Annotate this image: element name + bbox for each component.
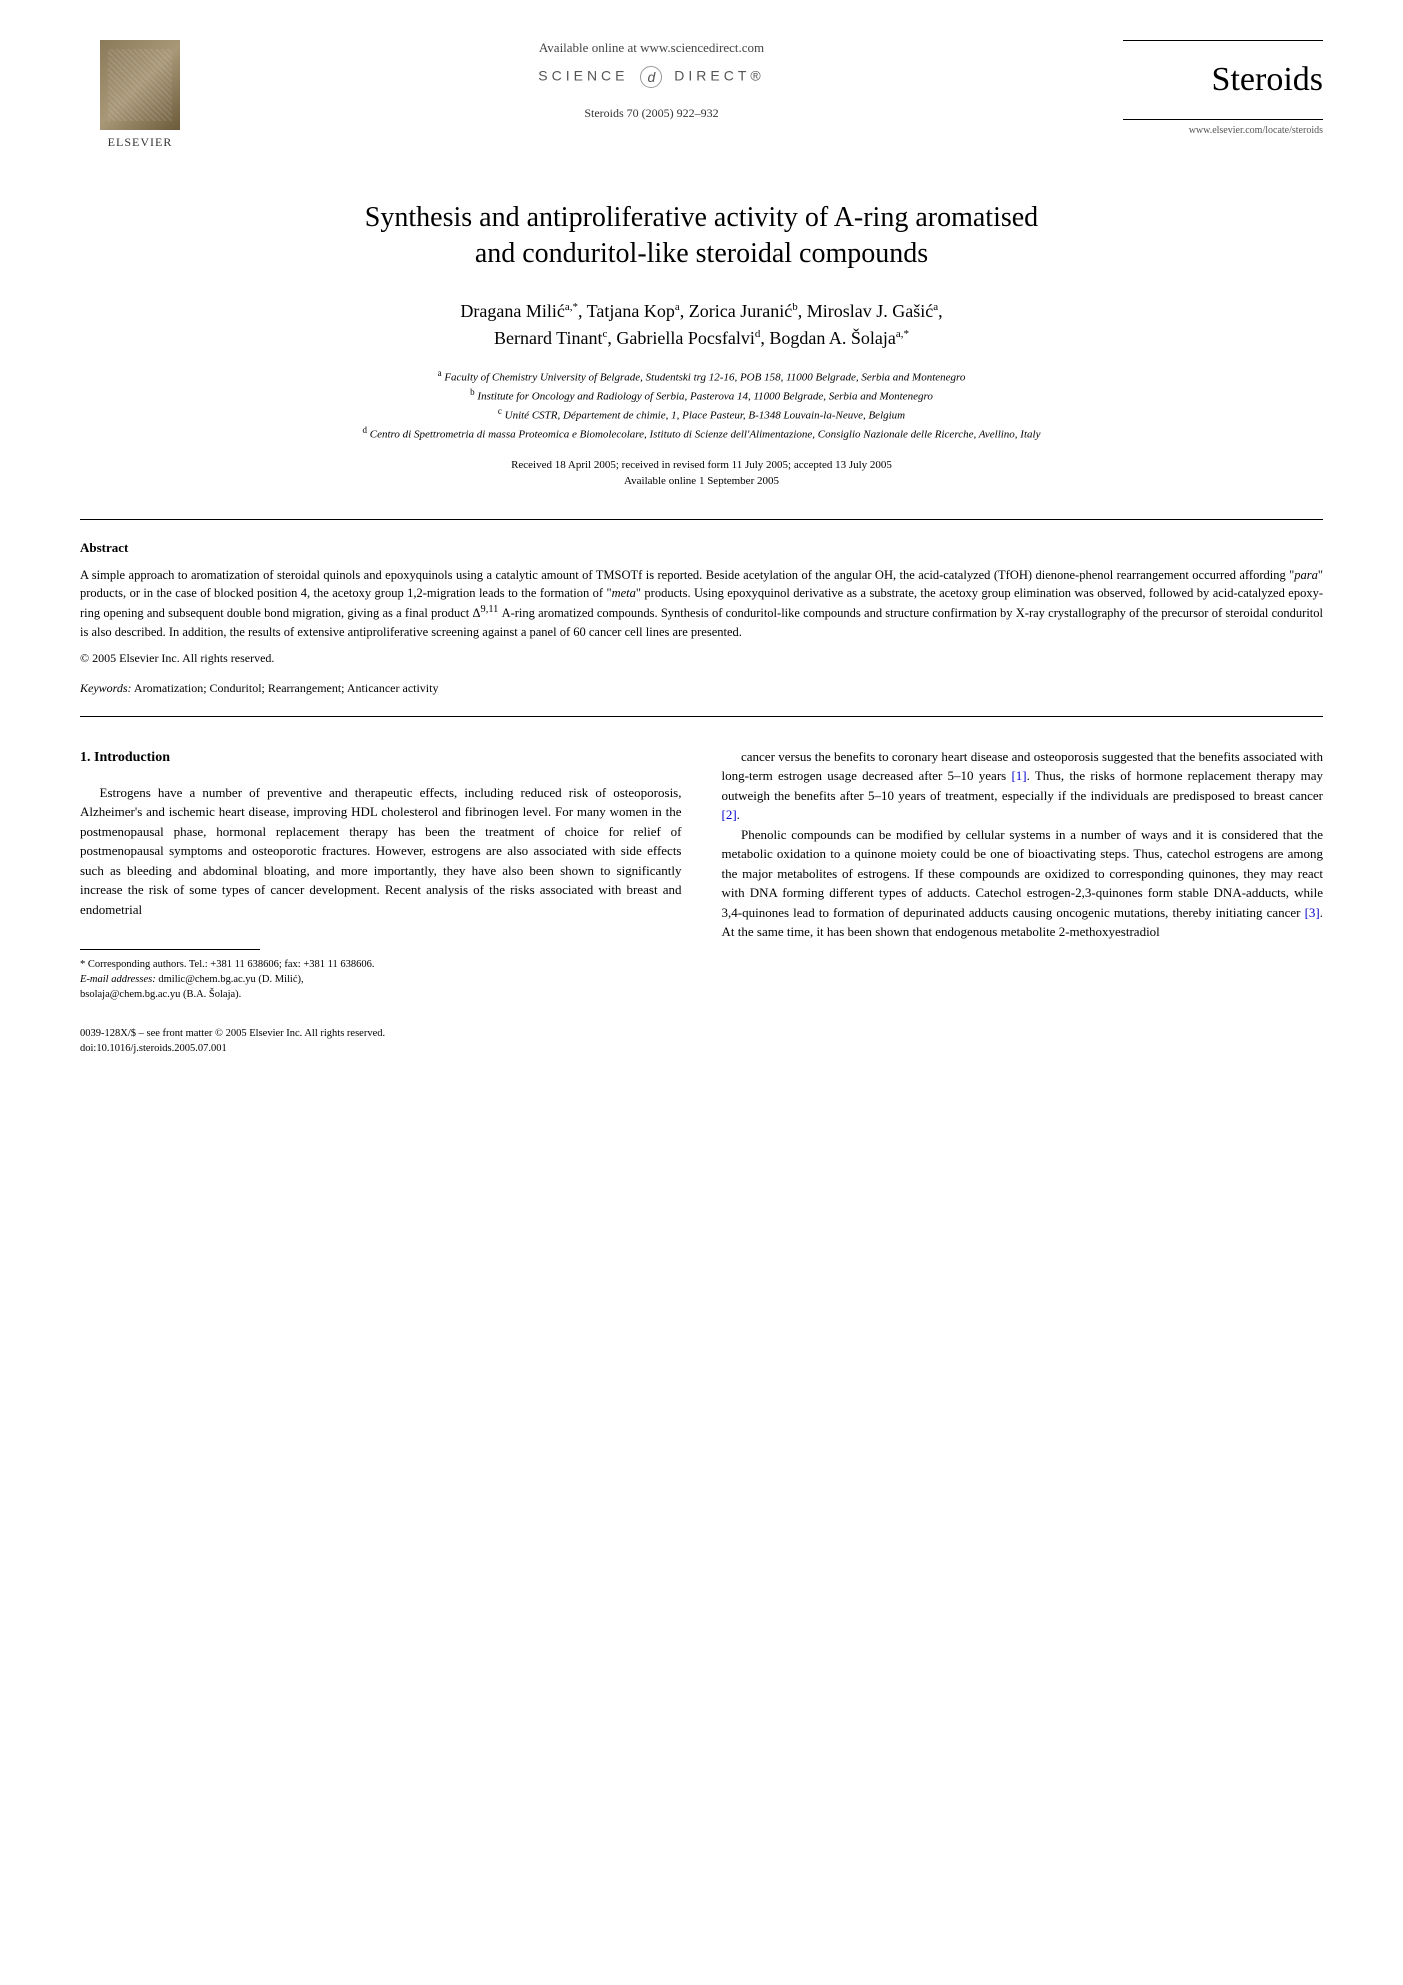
abstract-block: Abstract A simple approach to aromatizat… [80, 540, 1323, 696]
author-5-sup: c [603, 328, 608, 340]
abstract-copyright: © 2005 Elsevier Inc. All rights reserved… [80, 651, 1323, 666]
publisher-label: ELSEVIER [108, 135, 173, 150]
dates-online: Available online 1 September 2005 [624, 475, 779, 487]
affiliation-d: Centro di Spettrometria di massa Proteom… [370, 429, 1041, 441]
abstract-frag-1: A simple approach to aromatization of st… [80, 568, 1294, 582]
ref-1[interactable]: [1] [1011, 768, 1026, 783]
publication-dates: Received 18 April 2005; received in revi… [80, 458, 1323, 489]
right-p1-frag-c: . [737, 807, 740, 822]
keywords-label: Keywords: [80, 681, 132, 695]
affiliations: a Faculty of Chemistry University of Bel… [80, 367, 1323, 444]
title-block: Synthesis and antiproliferative activity… [80, 200, 1323, 489]
section-heading-intro: 1. Introduction [80, 747, 682, 768]
science-direct-brand: SCIENCE d DIRECT® [200, 66, 1103, 88]
affiliation-c: Unité CSTR, Département de chimie, 1, Pl… [505, 410, 906, 422]
affiliation-a: Faculty of Chemistry University of Belgr… [444, 371, 965, 383]
author-7: Bogdan A. Šolaja [769, 328, 896, 348]
affiliation-b: Institute for Oncology and Radiology of … [477, 391, 932, 403]
author-2-sup: a [675, 301, 680, 313]
doi-line: doi:10.1016/j.steroids.2005.07.001 [80, 1042, 682, 1057]
paper-title: Synthesis and antiproliferative activity… [80, 200, 1323, 273]
email-label: E-mail addresses: [80, 974, 156, 985]
footnote-corresponding: * Corresponding authors. Tel.: +381 11 6… [80, 958, 682, 973]
rule-before-abstract [80, 519, 1323, 520]
author-3-sup: b [792, 301, 798, 313]
body-two-column: 1. Introduction Estrogens have a number … [80, 747, 1323, 1057]
author-5: Bernard Tinant [494, 328, 603, 348]
authors-list: Dragana Milića,*, Tatjana Kopa, Zorica J… [80, 298, 1323, 352]
right-p2-frag-a: Phenolic compounds can be modified by ce… [722, 827, 1324, 920]
journal-block: Steroids www.elsevier.com/locate/steroid… [1103, 40, 1323, 136]
availability-text: Available online at www.sciencedirect.co… [200, 40, 1103, 56]
author-1-sup: a,* [565, 301, 578, 313]
email-1: dmilic@chem.bg.ac.yu (D. Milić), [158, 974, 303, 985]
right-paragraph-1: cancer versus the benefits to coronary h… [722, 747, 1324, 825]
science-direct-d-icon: d [640, 66, 662, 88]
email-2: bsolaja@chem.bg.ac.yu (B.A. Šolaja). [80, 989, 241, 1000]
center-header: Available online at www.sciencedirect.co… [200, 40, 1103, 121]
elsevier-tree-icon [100, 40, 180, 130]
journal-name: Steroids [1103, 61, 1323, 99]
rule-after-abstract [80, 716, 1323, 717]
author-4-sup: a [933, 301, 938, 313]
footnotes: * Corresponding authors. Tel.: +381 11 6… [80, 958, 682, 1002]
abstract-heading: Abstract [80, 540, 1323, 556]
science-direct-right: DIRECT® [674, 68, 764, 84]
left-paragraph-1: Estrogens have a number of preventive an… [80, 783, 682, 920]
publisher-block: ELSEVIER [80, 40, 200, 150]
author-7-sup: a,* [896, 328, 909, 340]
dates-received: Received 18 April 2005; received in revi… [511, 459, 892, 471]
author-4: Miroslav J. Gašić [807, 301, 933, 321]
footnote-rule [80, 949, 260, 950]
abstract-italic-2: meta [612, 586, 636, 600]
abstract-sup: 9,11 [481, 604, 499, 615]
journal-rule-top [1123, 40, 1323, 41]
citation-text: Steroids 70 (2005) 922–932 [200, 106, 1103, 121]
ref-2[interactable]: [2] [722, 807, 737, 822]
keywords: Keywords: Aromatization; Conduritol; Rea… [80, 681, 1323, 696]
author-6-sup: d [755, 328, 761, 340]
science-direct-left: SCIENCE [538, 68, 628, 84]
bottom-info: 0039-128X/$ – see front matter © 2005 El… [80, 1027, 682, 1056]
author-3: Zorica Juranić [689, 301, 792, 321]
right-paragraph-2: Phenolic compounds can be modified by ce… [722, 825, 1324, 942]
abstract-text: A simple approach to aromatization of st… [80, 566, 1323, 641]
journal-rule-bottom [1123, 119, 1323, 120]
journal-url: www.elsevier.com/locate/steroids [1103, 125, 1323, 136]
author-6: Gabriella Pocsfalvi [616, 328, 754, 348]
keywords-text: Aromatization; Conduritol; Rearrangement… [134, 681, 439, 695]
left-column: 1. Introduction Estrogens have a number … [80, 747, 682, 1057]
author-2: Tatjana Kop [587, 301, 675, 321]
author-1: Dragana Milić [460, 301, 564, 321]
abstract-italic-1: para [1294, 568, 1318, 582]
right-column: cancer versus the benefits to coronary h… [722, 747, 1324, 1057]
ref-3[interactable]: [3] [1305, 905, 1320, 920]
header-region: ELSEVIER Available online at www.science… [80, 40, 1323, 150]
footnote-emails: E-mail addresses: dmilic@chem.bg.ac.yu (… [80, 973, 682, 1002]
title-line-2: and conduritol-like steroidal compounds [475, 238, 928, 269]
issn-line: 0039-128X/$ – see front matter © 2005 El… [80, 1027, 682, 1042]
title-line-1: Synthesis and antiproliferative activity… [365, 202, 1038, 233]
